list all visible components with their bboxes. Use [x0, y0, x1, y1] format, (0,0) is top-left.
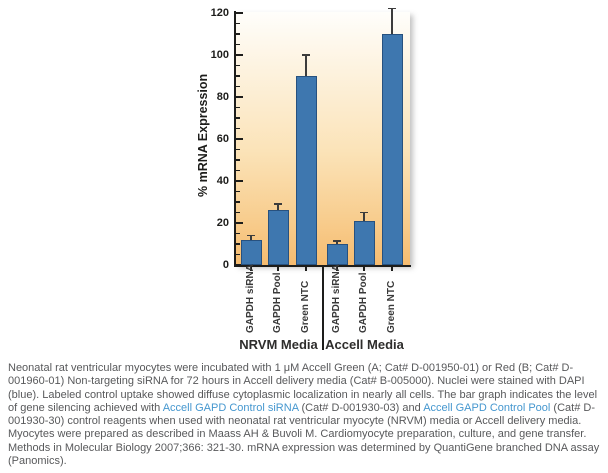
- caption-text: Neonatal rat ventricular myocytes were i…: [8, 362, 598, 414]
- y-axis-line: [233, 11, 236, 267]
- y-minor-tick: [235, 106, 240, 109]
- caption-link[interactable]: Accell GAPD Control siRNA: [162, 401, 299, 414]
- error-bar: [250, 235, 252, 240]
- y-minor-tick: [235, 148, 240, 151]
- group-divider: [321, 265, 324, 350]
- y-minor-tick: [235, 253, 240, 256]
- y-minor-tick: [235, 85, 240, 88]
- y-tick-label: 120: [210, 6, 229, 19]
- y-tick-label: 20: [216, 216, 229, 229]
- bar-label: GAPDH Pool: [358, 272, 369, 333]
- y-minor-tick: [235, 243, 240, 245]
- error-bar: [277, 204, 279, 211]
- error-bar-cap: [247, 234, 255, 237]
- y-minor-tick: [235, 127, 240, 130]
- y-minor-tick: [235, 64, 240, 67]
- group-label: Accell Media: [325, 337, 404, 352]
- y-tick-label: 40: [216, 174, 229, 187]
- y-major-tick: [235, 222, 243, 224]
- y-tick-label: 100: [210, 48, 229, 61]
- error-bar: [305, 55, 307, 76]
- y-minor-tick: [235, 22, 240, 25]
- error-bar-cap: [360, 211, 368, 214]
- y-major-tick: [235, 138, 243, 140]
- bar: [267, 210, 289, 265]
- caption-text: (Cat# D-001930-03) and: [298, 401, 424, 414]
- error-bar-cap: [333, 240, 341, 242]
- y-minor-tick: [235, 232, 240, 235]
- y-minor-tick: [235, 211, 240, 214]
- y-minor-tick: [235, 169, 240, 172]
- y-minor-tick: [235, 159, 240, 161]
- bar-label: GAPDH Pool: [272, 272, 283, 333]
- error-bar-cap: [274, 203, 282, 205]
- bar-label: Green NTC: [386, 280, 397, 333]
- error-bar-cap: [388, 8, 396, 10]
- bar: [381, 34, 403, 265]
- x-tick: [336, 267, 338, 271]
- y-tick-label: 0: [222, 258, 229, 271]
- error-bar-cap: [302, 54, 310, 56]
- y-minor-tick: [235, 190, 240, 193]
- y-major-tick: [235, 96, 243, 98]
- x-tick: [391, 267, 393, 271]
- figure-caption: Neonatal rat ventricular myocytes were i…: [8, 362, 602, 468]
- y-tick-label: 80: [216, 90, 229, 103]
- caption-link[interactable]: Accell GAPD Control Pool: [423, 401, 551, 414]
- plot-area: [235, 12, 410, 265]
- bar-label: GAPDH siRNA: [245, 264, 256, 333]
- y-major-tick: [235, 180, 243, 182]
- caption-text: (Cat# D-001930-30) control reagents when…: [8, 401, 600, 468]
- y-minor-tick: [235, 43, 240, 46]
- y-tick-label: 60: [216, 132, 229, 145]
- bar-label: Green NTC: [300, 280, 311, 333]
- error-bar: [363, 212, 365, 221]
- bar: [353, 220, 375, 265]
- x-tick: [363, 267, 365, 271]
- y-major-tick: [235, 54, 243, 56]
- error-bar: [391, 8, 393, 34]
- x-tick: [277, 267, 279, 271]
- y-minor-tick: [235, 117, 240, 119]
- bar: [326, 244, 348, 265]
- y-major-tick: [235, 264, 243, 266]
- error-bar: [336, 240, 338, 244]
- y-minor-tick: [235, 201, 240, 203]
- x-tick: [250, 267, 252, 271]
- group-label: NRVM Media: [239, 337, 318, 352]
- x-tick: [305, 267, 307, 271]
- bar: [240, 239, 262, 265]
- bar: [295, 76, 317, 265]
- y-minor-tick: [235, 75, 240, 77]
- y-major-tick: [235, 12, 243, 14]
- bar-label: GAPDH siRNA: [331, 264, 342, 333]
- bar-chart: % mRNA Expression 0 20 40 60 80 100 120 GAPDH …: [196, 6, 411, 352]
- y-minor-tick: [235, 33, 240, 35]
